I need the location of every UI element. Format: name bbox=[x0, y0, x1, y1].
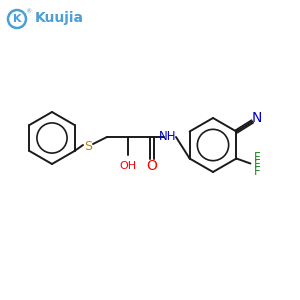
Text: S: S bbox=[84, 140, 92, 152]
Text: OH: OH bbox=[119, 161, 136, 171]
Text: F: F bbox=[254, 165, 260, 178]
Text: F: F bbox=[254, 158, 260, 171]
Text: K: K bbox=[13, 14, 21, 24]
Text: NH: NH bbox=[159, 130, 177, 143]
Text: Kuujia: Kuujia bbox=[35, 11, 84, 25]
Text: N: N bbox=[251, 112, 262, 125]
Text: F: F bbox=[254, 151, 260, 164]
Text: O: O bbox=[147, 159, 158, 173]
Text: ®: ® bbox=[25, 10, 31, 14]
